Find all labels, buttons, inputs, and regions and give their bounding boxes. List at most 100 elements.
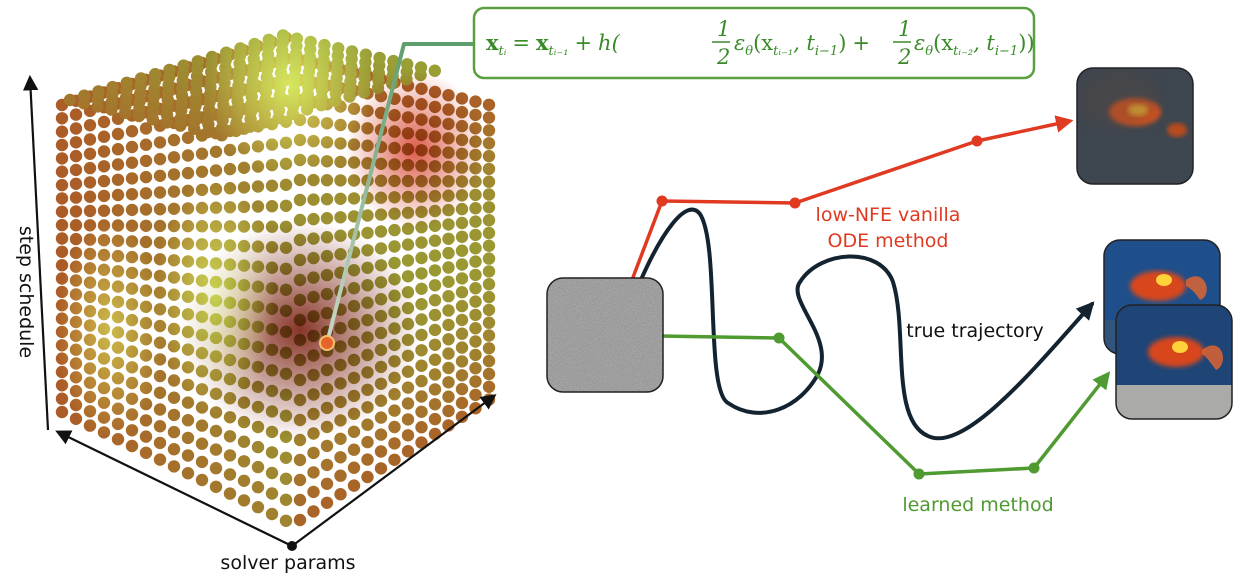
cube-dot	[111, 204, 125, 217]
cube-dot	[167, 460, 181, 473]
cube-dot	[251, 440, 265, 454]
cube-dot	[55, 392, 69, 405]
formula-frac2-num: 1	[898, 17, 911, 41]
cube-dot	[209, 164, 223, 177]
cube-dot	[428, 234, 442, 247]
cube-dot	[415, 390, 428, 403]
cube-dot	[374, 462, 388, 475]
cube-dot	[482, 265, 496, 278]
cube-dot	[415, 405, 428, 418]
cube-dot	[482, 175, 496, 188]
cube-dot	[209, 462, 223, 475]
cube-dot	[374, 411, 388, 424]
cube-dot	[209, 443, 223, 456]
cube-dot	[209, 480, 223, 493]
solver-parameter-cube	[55, 0, 496, 527]
cube-dot	[181, 449, 195, 462]
cube-dot	[55, 112, 69, 125]
cube-dot	[279, 514, 293, 527]
cube-dot	[265, 466, 279, 480]
cube-dot	[69, 108, 83, 121]
cube-dot	[320, 458, 334, 472]
cube-dot	[265, 446, 279, 459]
cube-dot	[334, 432, 347, 445]
cube-dot	[195, 437, 209, 450]
cube-dot	[455, 355, 469, 368]
cube-dot	[415, 236, 428, 249]
cube-dot	[293, 473, 307, 487]
cube-dot	[374, 445, 388, 458]
cube-dot	[293, 493, 307, 507]
cube-dot	[334, 488, 347, 501]
cube-dot	[442, 318, 455, 332]
cube-dot	[139, 187, 153, 200]
cube-dot	[347, 192, 361, 205]
cube-dot	[415, 267, 428, 280]
cube-dot	[69, 219, 83, 232]
cube-dot	[401, 413, 415, 426]
vanilla-method-label-line2: ODE method	[827, 230, 948, 252]
cube-dot	[428, 368, 442, 381]
cube-dot	[428, 398, 442, 411]
red-step-point	[789, 197, 801, 209]
cube-dot	[153, 136, 167, 149]
cube-dot	[455, 327, 469, 340]
cube-dot	[78, 89, 91, 102]
cube-dot	[209, 424, 223, 438]
cube-dot	[195, 455, 209, 469]
cube-dot	[167, 168, 181, 181]
cube-dot	[455, 272, 469, 285]
cube-dot	[482, 162, 496, 176]
cube-dot	[55, 192, 69, 205]
green-learned-path	[659, 332, 1111, 480]
cube-dot	[482, 252, 496, 265]
cube-dot	[279, 493, 293, 506]
cube-dot	[482, 329, 496, 342]
cube-dot	[120, 76, 133, 90]
cube-dot	[469, 295, 482, 308]
cube-dot	[69, 163, 83, 177]
cube-dot	[55, 165, 69, 178]
cube-dot	[111, 188, 125, 202]
cube-dot	[469, 268, 482, 282]
cube-dot	[167, 443, 181, 456]
cube-dot	[195, 165, 209, 178]
cube-dot	[83, 161, 97, 175]
cube-dot	[139, 219, 153, 232]
cube-dot	[63, 93, 77, 107]
cube-dot	[139, 446, 153, 459]
cube-dot	[125, 140, 139, 154]
cube-dot	[307, 505, 320, 518]
cube-dot	[428, 249, 442, 262]
cube-dot	[167, 151, 181, 164]
cube-dot	[153, 203, 167, 216]
cube-dot	[469, 375, 482, 388]
cube-dot	[428, 427, 442, 441]
cube-dot	[388, 437, 401, 450]
cube-dot	[69, 136, 83, 149]
cube-dot	[307, 446, 320, 460]
cube-dot	[83, 176, 97, 189]
cube-dot	[153, 453, 167, 466]
cube-dot	[191, 55, 204, 68]
cube-heatmap-highlight	[55, 0, 375, 440]
red-step-point	[656, 195, 668, 207]
cube-dot	[111, 173, 125, 186]
cube-dot	[153, 386, 167, 399]
cube-dot	[482, 137, 496, 150]
cube-dot	[181, 467, 195, 480]
cube-dot	[334, 211, 347, 224]
cube-dot	[320, 439, 334, 453]
formula-frac2-den: 2	[897, 45, 911, 69]
cube-dot	[251, 180, 265, 193]
cube-dot	[55, 405, 69, 419]
cube-dot	[167, 425, 181, 439]
cube-dot	[455, 258, 469, 271]
cube-dot	[195, 419, 209, 432]
cube-dot	[401, 238, 415, 251]
cube-dot	[415, 359, 428, 372]
cube-dot	[361, 435, 374, 449]
cube-dot	[428, 338, 442, 351]
cube-dot	[347, 479, 361, 492]
cube-dot	[106, 80, 119, 94]
